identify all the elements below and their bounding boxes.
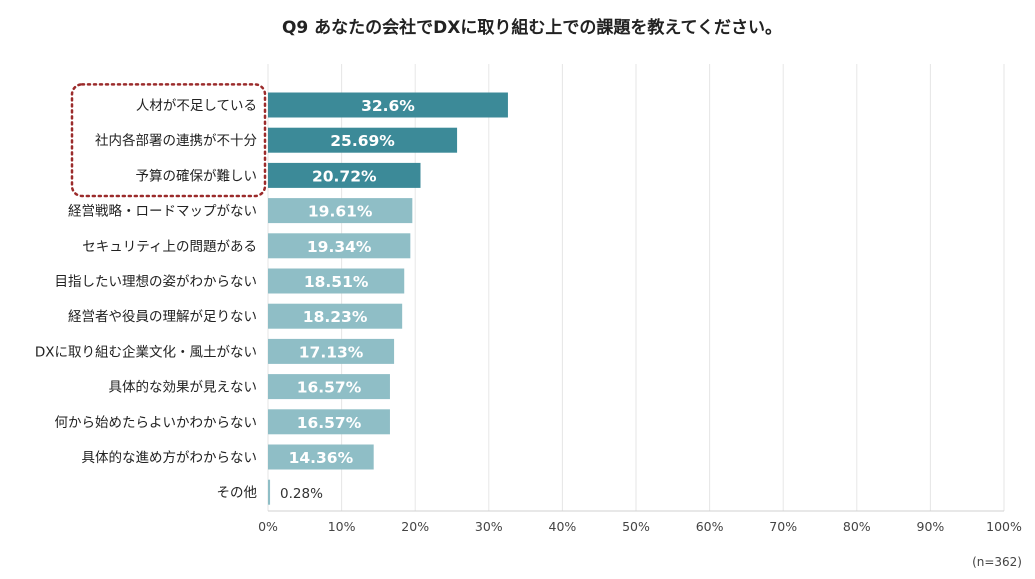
bar: [268, 162, 421, 188]
x-tick-label: 80%: [843, 519, 871, 534]
bar: [268, 127, 458, 153]
highlight-dotted-box: [70, 83, 267, 198]
x-tick-label: 50%: [622, 519, 650, 534]
x-tick-label: 60%: [696, 519, 724, 534]
value-label: 16.57%: [297, 379, 362, 397]
bar: [268, 233, 411, 259]
highlight-box-layer: [70, 83, 267, 198]
chart-title: Q9 あなたの会社でDXに取り組む上での課題を教えてください。: [282, 17, 782, 38]
x-tick-label: 40%: [549, 519, 577, 534]
category-label: セキュリティ上の問題がある: [82, 239, 257, 255]
bar: [268, 479, 271, 505]
bars: 32.6% 25.69% 20.72% 19.61% 19.34% 18.51% 18.23…: [268, 92, 508, 505]
category-label: DXに取り組む企業文化・風土がない: [35, 343, 257, 360]
x-tick-label: 20%: [401, 519, 429, 534]
category-label: 予算の確保が難しい: [136, 168, 258, 184]
bar: [268, 198, 413, 224]
x-tick-label: 30%: [475, 519, 503, 534]
value-label: 18.51%: [304, 273, 369, 291]
category-label: 具体的な進め方がわからない: [82, 450, 258, 466]
bar: [268, 338, 395, 364]
value-label: 18.23%: [303, 308, 368, 326]
category-label: 人材が不足している: [136, 98, 257, 114]
x-tick-label: 90%: [917, 519, 945, 534]
x-axis: 0% 10% 20% 30% 40% 50% 60% 70% 80% 90% 100%: [258, 510, 1022, 534]
category-label: 具体的な効果が見えない: [109, 380, 258, 396]
value-label: 0.28%: [280, 486, 323, 502]
category-label: 社内各部署の連携が不十分: [95, 133, 257, 149]
value-label: 16.57%: [297, 414, 362, 432]
value-label: 20.72%: [312, 167, 377, 185]
value-label: 17.13%: [299, 343, 364, 361]
value-label: 14.36%: [289, 449, 354, 467]
sample-size-note: (n=362): [972, 555, 1022, 569]
value-label: 32.6%: [361, 97, 415, 115]
value-label: 19.61%: [308, 203, 373, 221]
bar: [268, 444, 374, 470]
category-labels: 人材が不足している社内各部署の連携が不十分予算の確保が難しい経営戦略・ロードマッ…: [35, 98, 257, 501]
category-label: 経営戦略・ロードマップがない: [68, 204, 257, 220]
category-label: 経営者や役員の理解が足りない: [68, 309, 257, 325]
category-label: 何から始めたらよいかわからない: [55, 415, 258, 431]
x-tick-label: 10%: [328, 519, 356, 534]
bar: [268, 374, 390, 400]
bar: [268, 268, 405, 294]
bar: [268, 409, 390, 435]
x-tick-label: 0%: [258, 519, 278, 534]
value-label: 25.69%: [330, 132, 395, 150]
x-tick-label: 70%: [769, 519, 797, 534]
value-label: 19.34%: [307, 238, 372, 256]
bar: [268, 303, 403, 329]
category-label: 目指したい理想の姿がわからない: [55, 274, 258, 290]
x-tick-label: 100%: [986, 519, 1022, 534]
bar: [268, 92, 508, 118]
category-label: その他: [217, 485, 258, 501]
